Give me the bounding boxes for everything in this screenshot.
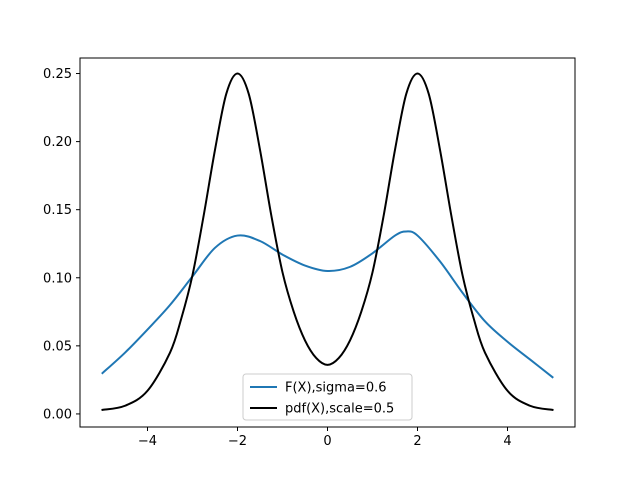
legend: F(X),sigma=0.6 pdf(X),scale=0.5	[242, 373, 413, 421]
y-tick-label: 0.10	[43, 271, 72, 286]
series-line-0	[101, 230, 554, 379]
x-tick-label: 4	[503, 434, 511, 449]
x-tick-label: −2	[228, 434, 247, 449]
plot-layer	[101, 72, 554, 412]
x-tick-label: 2	[413, 434, 421, 449]
x-tick-label: −4	[138, 434, 157, 449]
legend-label-0: F(X),sigma=0.6	[285, 381, 387, 396]
y-tick-label: 0.15	[43, 203, 72, 218]
legend-box	[242, 373, 413, 421]
y-tick-label: 0.25	[43, 67, 72, 82]
axes-layer: −4 −2 0 2 4 0.00 0.05 0.10 0.15 0.20 0.25	[43, 57, 576, 449]
legend-label-1: pdf(X),scale=0.5	[285, 402, 394, 417]
y-tick-label: 0.20	[43, 135, 72, 150]
series-line-1	[101, 72, 554, 412]
x-tick-label: 0	[323, 434, 331, 449]
y-tick-label: 0.00	[43, 407, 72, 422]
y-tick-label: 0.05	[43, 339, 72, 354]
